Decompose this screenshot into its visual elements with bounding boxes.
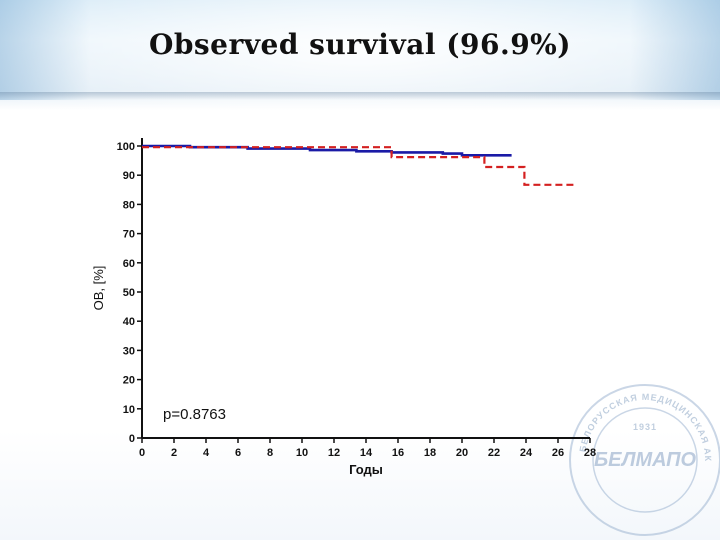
x-tick-label: 14 — [360, 447, 373, 459]
header-band-shadow — [0, 92, 720, 100]
x-tick-label: 8 — [267, 447, 273, 459]
x-tick-label: 2 — [171, 447, 177, 459]
y-tick-label: 30 — [123, 345, 135, 357]
y-tick-label: 90 — [123, 170, 135, 182]
y-tick-label: 70 — [123, 229, 135, 241]
y-axis-title: ОВ, [%] — [91, 266, 106, 311]
y-tick-label: 10 — [123, 404, 135, 416]
watermark-logo: БЕЛМАПО — [594, 449, 696, 471]
y-tick-label: 80 — [123, 199, 135, 211]
y-tick-label: 0 — [129, 433, 135, 445]
x-tick-label: 18 — [424, 447, 436, 459]
x-tick-label: 6 — [235, 447, 241, 459]
y-tick-label: 20 — [123, 375, 135, 387]
y-tick-label: 40 — [123, 316, 135, 328]
x-tick-label: 10 — [296, 447, 308, 459]
y-tick-label: 100 — [117, 141, 135, 153]
x-tick-label: 26 — [552, 447, 564, 459]
slide-title: Observed survival (96.9%) — [148, 28, 572, 61]
x-tick-label: 0 — [139, 447, 145, 459]
x-tick-label: 12 — [328, 447, 340, 459]
survival-curve-solid — [142, 144, 512, 157]
x-tick-label: 28 — [584, 447, 596, 459]
survival-curve-dashed — [142, 146, 574, 186]
svg-text:БЕЛОРУССКАЯ МЕДИЦИНСКАЯ АКАДЕМ: БЕЛОРУССКАЯ МЕДИЦИНСКАЯ АКАДЕМИЯ ПОСЛЕДИ… — [0, 0, 712, 462]
y-tick-label: 60 — [123, 258, 135, 270]
watermark-ring-text: БЕЛОРУССКАЯ МЕДИЦИНСКАЯ АКАДЕМИЯ ПОСЛЕДИ… — [0, 0, 712, 462]
header-glow-left — [0, 0, 90, 100]
x-tick-label: 4 — [203, 447, 210, 459]
series-layer — [142, 144, 574, 186]
header-glow-right — [630, 0, 720, 100]
x-tick-label: 22 — [488, 447, 500, 459]
y-axis-ticks: 0 10 20 30 40 50 60 70 80 90 100 — [117, 141, 142, 445]
x-axis-ticks: 0 2 4 6 8 10 12 14 16 18 20 22 24 26 28 — [139, 438, 596, 459]
x-tick-label: 20 — [456, 447, 468, 459]
x-tick-label: 24 — [520, 447, 533, 459]
watermark-year: 1931 — [633, 422, 657, 432]
x-axis-title: Годы — [349, 462, 383, 477]
p-value-annotation: p=0.8763 — [163, 406, 226, 423]
x-tick-label: 16 — [392, 447, 404, 459]
y-tick-label: 50 — [123, 287, 135, 299]
